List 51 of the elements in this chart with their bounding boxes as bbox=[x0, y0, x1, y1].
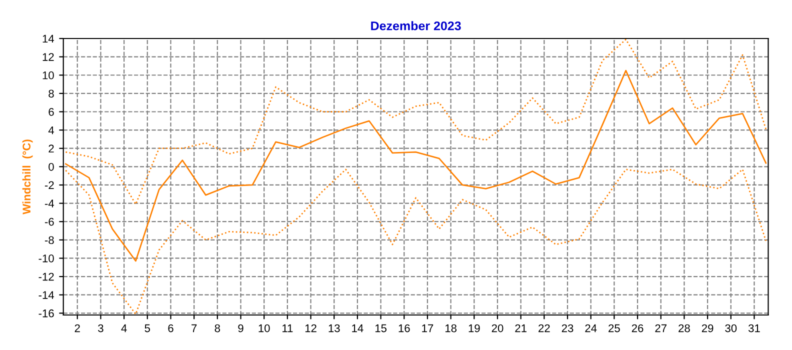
x-tick-label: 14 bbox=[352, 324, 364, 332]
x-tick-label: 17 bbox=[422, 324, 434, 332]
x-tick-label: 3 bbox=[98, 324, 104, 332]
chart-title: Dezember 2023 bbox=[371, 21, 461, 30]
y-tick-label: -12 bbox=[38, 272, 54, 281]
line-series bbox=[65, 38, 767, 205]
y-tick-label: 12 bbox=[42, 53, 54, 61]
x-tick-label: 23 bbox=[562, 324, 574, 332]
y-tick-label: -2 bbox=[44, 181, 54, 190]
x-tick-label: 15 bbox=[375, 324, 387, 332]
x-tick-label: 27 bbox=[655, 324, 666, 332]
y-tick-label: 0 bbox=[48, 162, 54, 171]
x-tick-label: 10 bbox=[258, 324, 270, 332]
y-tick-label: 6 bbox=[48, 108, 54, 116]
y-tick-label: 2 bbox=[48, 144, 54, 152]
line-series bbox=[65, 168, 767, 315]
x-tick-label: 24 bbox=[585, 324, 597, 332]
y-tick-label: -14 bbox=[38, 291, 54, 299]
y-tick-label: -10 bbox=[38, 254, 54, 262]
x-tick-label: 29 bbox=[702, 324, 714, 332]
x-tick-label: 26 bbox=[632, 324, 644, 332]
x-tick-label: 12 bbox=[305, 324, 316, 332]
x-tick-label: 2 bbox=[74, 324, 80, 332]
x-tick-label: 25 bbox=[608, 324, 620, 332]
y-tick-label: -4 bbox=[44, 200, 54, 208]
x-tick-label: 20 bbox=[492, 324, 504, 332]
y-tick-label: 10 bbox=[42, 71, 54, 80]
x-tick-label: 31 bbox=[748, 324, 760, 332]
y-tick-label: -6 bbox=[44, 218, 54, 226]
x-tick-label: 16 bbox=[398, 324, 410, 332]
x-tick-label: 18 bbox=[445, 324, 457, 332]
y-tick-label: 4 bbox=[48, 126, 54, 134]
x-tick-label: 22 bbox=[538, 324, 550, 332]
x-tick-label: 8 bbox=[214, 324, 220, 332]
x-tick-label: 11 bbox=[282, 324, 293, 332]
y-tick-label: 8 bbox=[48, 90, 54, 98]
x-tick-label: 28 bbox=[678, 324, 690, 332]
x-tick-label: 19 bbox=[468, 324, 480, 332]
x-tick-label: 4 bbox=[121, 324, 127, 332]
x-tick-label: 13 bbox=[328, 324, 340, 332]
x-tick-label: 6 bbox=[168, 324, 174, 332]
y-axis-title: Windchill (°C) bbox=[22, 140, 33, 214]
x-tick-label: 5 bbox=[144, 324, 150, 332]
y-tick-label: -8 bbox=[44, 236, 54, 244]
x-tick-label: 7 bbox=[192, 324, 197, 332]
y-tick-label: 14 bbox=[42, 34, 54, 43]
line-series bbox=[65, 70, 767, 262]
x-tick-label: 30 bbox=[725, 324, 737, 332]
y-tick-label: -16 bbox=[38, 309, 54, 318]
x-tick-label: 9 bbox=[238, 324, 244, 332]
x-tick-label: 21 bbox=[515, 324, 526, 332]
